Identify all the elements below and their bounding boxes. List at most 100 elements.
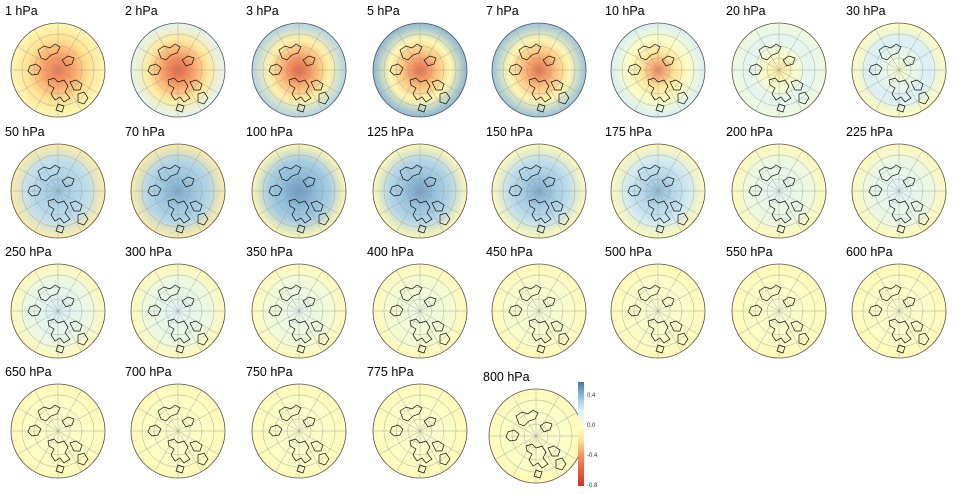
- meridian-line: [379, 310, 421, 335]
- meridian-line: [419, 430, 444, 472]
- coastline: [528, 77, 552, 103]
- coastline: [748, 63, 763, 76]
- map-panel: 600 hPa: [845, 245, 956, 363]
- meridian-line: [275, 150, 300, 192]
- meridian-line: [755, 29, 780, 71]
- map-panel: 10 hPa: [604, 4, 722, 122]
- coastline: [181, 55, 195, 67]
- meridian-line: [137, 190, 179, 215]
- map-panel: 175 hPa: [604, 125, 722, 243]
- coastline: [536, 103, 546, 113]
- coastline: [790, 320, 804, 332]
- polar-map: [610, 143, 706, 239]
- meridian-line: [515, 150, 540, 192]
- coastline: [423, 416, 437, 428]
- meridian-line: [738, 69, 780, 94]
- panel-title: 450 hPa: [486, 245, 533, 259]
- map-panel: 750 hPa: [245, 365, 363, 483]
- coastline: [655, 224, 665, 234]
- meridian-line: [57, 29, 82, 71]
- meridian-line: [778, 167, 820, 192]
- coastline: [555, 457, 567, 471]
- coastline: [748, 184, 763, 197]
- meridian-line: [738, 190, 780, 215]
- meridian-line: [137, 310, 179, 335]
- coastline: [167, 318, 191, 344]
- meridian-line: [258, 46, 300, 71]
- coastline: [55, 103, 65, 113]
- coastline: [533, 469, 543, 479]
- meridian-line: [154, 390, 179, 432]
- coastline: [902, 176, 916, 188]
- meridian-line: [396, 190, 421, 232]
- coastline: [655, 103, 665, 113]
- meridian-line: [298, 46, 340, 71]
- map-panel: 225 hPa: [845, 125, 956, 243]
- map-panel: 300 hPa: [124, 245, 242, 363]
- meridian-line: [57, 167, 99, 192]
- meridian-line: [778, 69, 803, 111]
- meridian-line: [875, 270, 900, 312]
- meridian-line: [858, 46, 900, 71]
- coastline: [439, 91, 451, 105]
- meridian-line: [419, 287, 461, 312]
- polar-map: [731, 22, 827, 118]
- coastline: [888, 318, 912, 344]
- meridian-line: [396, 29, 421, 71]
- coastline: [758, 43, 782, 61]
- coastline: [558, 91, 570, 105]
- coastline: [902, 55, 916, 67]
- polar-map: [130, 22, 226, 118]
- coastline: [627, 184, 642, 197]
- meridian-line: [538, 190, 563, 232]
- meridian-line: [177, 190, 202, 232]
- coastline: [868, 184, 883, 197]
- coastline: [637, 164, 661, 182]
- coastline: [389, 424, 404, 437]
- panel-title: 30 hPa: [846, 4, 886, 18]
- meridian-line: [538, 150, 563, 192]
- meridian-line: [258, 407, 300, 432]
- polar-map: [851, 22, 947, 118]
- meridian-line: [778, 310, 803, 352]
- coastline: [790, 79, 804, 91]
- coastline: [547, 445, 561, 457]
- map-panel: 550 hPa: [725, 245, 843, 363]
- meridian-line: [298, 69, 323, 111]
- coastline: [27, 424, 42, 437]
- coastline: [431, 79, 445, 91]
- coastline: [508, 304, 523, 317]
- coastline: [61, 296, 75, 308]
- coastline: [318, 91, 330, 105]
- coastline: [798, 332, 810, 346]
- meridian-line: [898, 167, 940, 192]
- meridian-line: [875, 150, 900, 192]
- meridian-line: [515, 190, 540, 232]
- meridian-line: [617, 190, 659, 215]
- panel-title: 750 hPa: [246, 365, 293, 379]
- meridian-line: [137, 167, 179, 192]
- meridian-line: [498, 46, 540, 71]
- meridian-line: [17, 287, 59, 312]
- map-panel: 70 hPa: [124, 125, 242, 243]
- meridian-line: [258, 430, 300, 455]
- coastline: [310, 200, 324, 212]
- meridian-line: [177, 430, 202, 472]
- coastline: [47, 438, 71, 464]
- coastline: [399, 284, 423, 302]
- polar-map: [251, 143, 347, 239]
- coastline: [61, 55, 75, 67]
- meridian-line: [34, 150, 59, 192]
- meridian-line: [258, 69, 300, 94]
- meridian-line: [755, 69, 780, 111]
- meridian-line: [875, 69, 900, 111]
- coastline: [147, 184, 162, 197]
- coastline: [439, 332, 451, 346]
- meridian-line: [858, 287, 900, 312]
- meridian-line: [396, 430, 421, 472]
- meridian-line: [57, 69, 82, 111]
- meridian-line: [898, 270, 923, 312]
- meridian-line: [34, 310, 59, 352]
- meridian-line: [177, 287, 219, 312]
